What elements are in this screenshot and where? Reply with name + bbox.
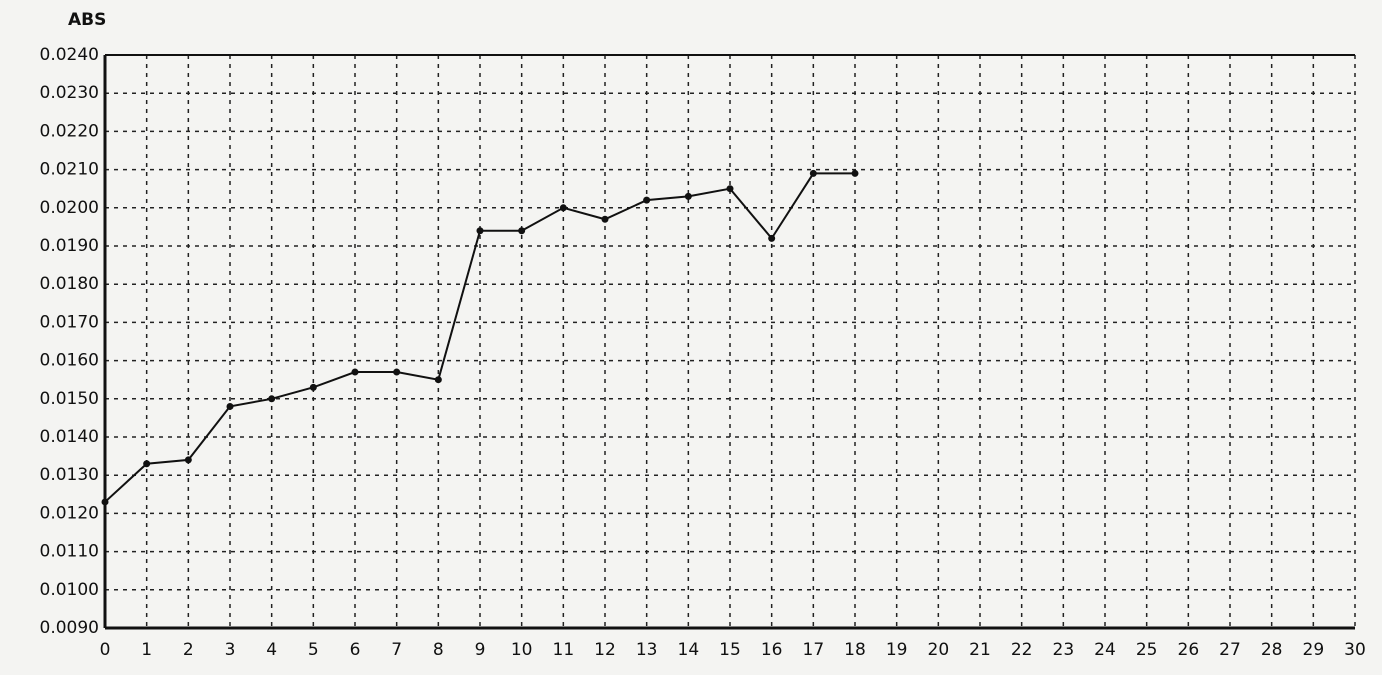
x-tick-label: 6 bbox=[350, 640, 361, 660]
x-tick-label: 25 bbox=[1136, 640, 1158, 660]
data-point bbox=[601, 215, 609, 223]
x-tick-label: 20 bbox=[928, 640, 950, 660]
data-point bbox=[268, 395, 276, 403]
x-tick-label: 22 bbox=[1011, 640, 1033, 660]
x-tick-label: 18 bbox=[844, 640, 866, 660]
y-tick-label: 0.0150 bbox=[40, 389, 99, 409]
data-point bbox=[434, 376, 442, 384]
x-tick-label: 1 bbox=[141, 640, 152, 660]
y-axis-title: ABS bbox=[68, 10, 106, 30]
data-point bbox=[643, 196, 651, 204]
x-tick-label: 7 bbox=[391, 640, 402, 660]
y-tick-label: 0.0090 bbox=[40, 618, 99, 638]
data-point bbox=[768, 234, 776, 242]
y-tick-label: 0.0200 bbox=[40, 198, 99, 218]
x-tick-label: 30 bbox=[1344, 640, 1366, 660]
data-point bbox=[476, 227, 484, 235]
x-tick-label: 27 bbox=[1219, 640, 1241, 660]
y-tick-label: 0.0100 bbox=[40, 580, 99, 600]
y-tick-label: 0.0180 bbox=[40, 274, 99, 294]
x-tick-label: 29 bbox=[1303, 640, 1325, 660]
x-tick-label: 9 bbox=[475, 640, 486, 660]
y-tick-label: 0.0230 bbox=[40, 83, 99, 103]
x-tick-label: 0 bbox=[100, 640, 111, 660]
data-point bbox=[559, 204, 567, 212]
y-tick-label: 0.0240 bbox=[40, 45, 99, 65]
data-point bbox=[351, 368, 359, 376]
data-point bbox=[684, 192, 692, 200]
data-point bbox=[143, 460, 151, 468]
y-tick-label: 0.0140 bbox=[40, 427, 99, 447]
data-point bbox=[809, 169, 817, 177]
x-tick-label: 21 bbox=[969, 640, 991, 660]
y-tick-label: 0.0120 bbox=[40, 503, 99, 523]
x-tick-label: 26 bbox=[1178, 640, 1200, 660]
x-tick-label: 5 bbox=[308, 640, 319, 660]
data-point bbox=[101, 498, 109, 506]
y-tick-label: 0.0170 bbox=[40, 312, 99, 332]
data-point bbox=[726, 185, 734, 193]
y-tick-label: 0.0130 bbox=[40, 465, 99, 485]
data-point bbox=[309, 383, 317, 391]
x-tick-label: 24 bbox=[1094, 640, 1116, 660]
x-tick-label: 28 bbox=[1261, 640, 1283, 660]
data-point bbox=[518, 227, 526, 235]
data-point bbox=[851, 169, 859, 177]
x-tick-label: 8 bbox=[433, 640, 444, 660]
y-tick-label: 0.0110 bbox=[40, 542, 99, 562]
x-tick-label: 15 bbox=[719, 640, 741, 660]
x-tick-label: 14 bbox=[678, 640, 700, 660]
y-tick-label: 0.0190 bbox=[40, 236, 99, 256]
x-tick-label: 23 bbox=[1053, 640, 1075, 660]
x-tick-label: 12 bbox=[594, 640, 616, 660]
data-point bbox=[393, 368, 401, 376]
x-tick-label: 13 bbox=[636, 640, 658, 660]
x-tick-label: 16 bbox=[761, 640, 783, 660]
x-tick-label: 17 bbox=[803, 640, 825, 660]
x-tick-label: 4 bbox=[266, 640, 277, 660]
data-point bbox=[184, 456, 192, 464]
data-point bbox=[226, 402, 234, 410]
y-tick-label: 0.0220 bbox=[40, 121, 99, 141]
x-tick-label: 2 bbox=[183, 640, 194, 660]
y-tick-label: 0.0160 bbox=[40, 351, 99, 371]
y-tick-label: 0.0210 bbox=[40, 160, 99, 180]
x-tick-label: 3 bbox=[225, 640, 236, 660]
x-tick-label: 10 bbox=[511, 640, 533, 660]
x-tick-label: 11 bbox=[553, 640, 575, 660]
x-tick-label: 19 bbox=[886, 640, 908, 660]
